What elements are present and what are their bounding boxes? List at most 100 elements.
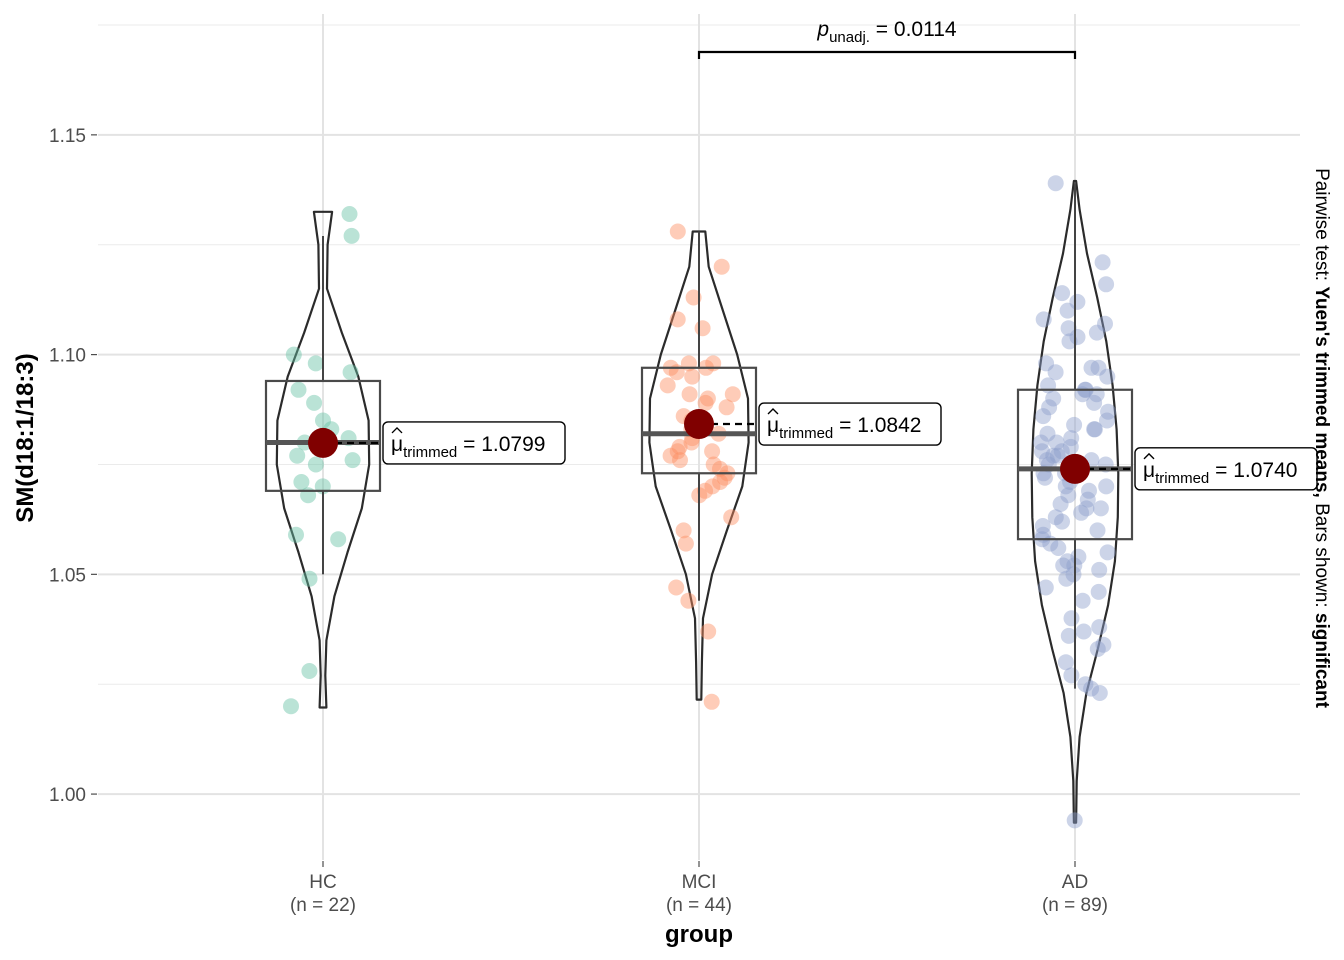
data-point <box>307 456 324 473</box>
data-point <box>718 399 735 416</box>
data-point <box>704 443 721 460</box>
p-subscript: unadj. <box>829 29 870 46</box>
mean-label-symbol: μ <box>391 433 403 456</box>
data-point <box>343 227 360 244</box>
data-point <box>315 412 331 429</box>
data-point <box>1047 364 1064 381</box>
box-iqr <box>640 366 758 475</box>
data-point <box>668 579 685 596</box>
caption-bold-2: significant <box>1311 613 1332 709</box>
data-point <box>1060 320 1077 337</box>
hat-icon <box>391 426 403 434</box>
x-tick-count: (n = 89) <box>1042 895 1108 916</box>
x-tick-count: (n = 44) <box>666 895 732 916</box>
data-point <box>672 452 688 469</box>
box-iqr <box>264 379 382 492</box>
data-point <box>1099 544 1116 561</box>
data-point <box>307 355 324 372</box>
trimmed-mean-point <box>1060 453 1090 484</box>
data-point <box>1057 654 1074 671</box>
data-point <box>1095 636 1112 653</box>
data-point <box>1038 355 1055 372</box>
data-point <box>1091 685 1108 701</box>
data-point <box>1099 368 1116 385</box>
data-point <box>703 693 720 710</box>
data-point <box>1073 504 1090 521</box>
y-tick-label: 1.10 <box>49 346 86 367</box>
data-point <box>1079 491 1096 508</box>
mean-label-box <box>758 402 942 446</box>
data-point <box>694 320 711 337</box>
mean-label-value: = 1.0799 <box>457 433 545 456</box>
data-point <box>1058 570 1075 587</box>
mean-label-value: = 1.0842 <box>833 414 921 437</box>
data-point <box>1054 285 1071 302</box>
mean-label-box <box>1134 447 1318 491</box>
data-point <box>1048 434 1065 451</box>
x-tick-label: MCI <box>682 872 717 893</box>
box-iqr <box>1016 388 1134 541</box>
data-point <box>1038 452 1055 469</box>
data-point <box>1090 583 1107 600</box>
data-point <box>1059 302 1076 319</box>
data-point <box>675 522 692 539</box>
data-point <box>1098 478 1115 495</box>
data-point <box>301 570 318 587</box>
caption: Pairwise test: Yuen's trimmed means, Bar… <box>1311 168 1332 709</box>
mean-label-subscript: trimmed <box>403 444 457 461</box>
data-point <box>288 526 304 543</box>
data-point <box>1060 627 1077 644</box>
data-point <box>697 394 714 411</box>
data-point <box>1033 434 1050 451</box>
data-point <box>697 482 714 499</box>
y-tick-label: 1.15 <box>49 126 86 147</box>
data-point <box>1086 421 1103 438</box>
y-tick-label: 1.00 <box>49 785 86 806</box>
data-point <box>341 206 358 222</box>
data-point <box>1052 496 1069 512</box>
data-point <box>680 592 697 609</box>
data-point <box>1094 254 1111 271</box>
data-point <box>1092 500 1109 517</box>
data-point <box>290 381 307 398</box>
data-point <box>1078 500 1095 517</box>
data-point <box>1090 359 1107 376</box>
data-point <box>659 377 676 394</box>
data-point <box>669 223 686 240</box>
data-point <box>1086 421 1103 438</box>
data-point <box>668 364 685 381</box>
data-point <box>306 394 323 411</box>
data-point <box>330 531 347 548</box>
data-point <box>1059 553 1076 570</box>
data-point <box>1065 566 1082 583</box>
data-point <box>1083 680 1100 697</box>
caption-bold-1: Yuen's trimmed means, <box>1311 286 1332 498</box>
data-point <box>344 452 361 469</box>
data-point <box>300 487 317 504</box>
data-point <box>684 368 701 385</box>
violins <box>275 179 1120 824</box>
data-point <box>1063 610 1080 627</box>
data-point <box>1066 812 1083 829</box>
hat-icon <box>1143 452 1155 460</box>
significance-bracket <box>697 50 1077 59</box>
data-point <box>1088 324 1105 341</box>
data-point <box>1069 329 1086 345</box>
data-point <box>677 535 694 552</box>
data-point <box>1045 447 1062 464</box>
mean-label-subscript: trimmed <box>779 425 833 442</box>
trimmed-mean-point <box>684 409 714 440</box>
mean-label: μtrimmed = 1.0740 <box>1143 459 1297 487</box>
p-symbol: p <box>816 18 829 41</box>
data-point <box>1035 408 1052 425</box>
data-point <box>699 390 716 407</box>
data-point <box>1037 469 1053 486</box>
significance-bar: punadj. = 0.0114 <box>697 18 1077 59</box>
data-point <box>1074 592 1091 609</box>
data-point <box>342 364 359 381</box>
data-point <box>285 346 302 363</box>
data-point <box>1089 522 1106 539</box>
data-point <box>723 509 740 526</box>
